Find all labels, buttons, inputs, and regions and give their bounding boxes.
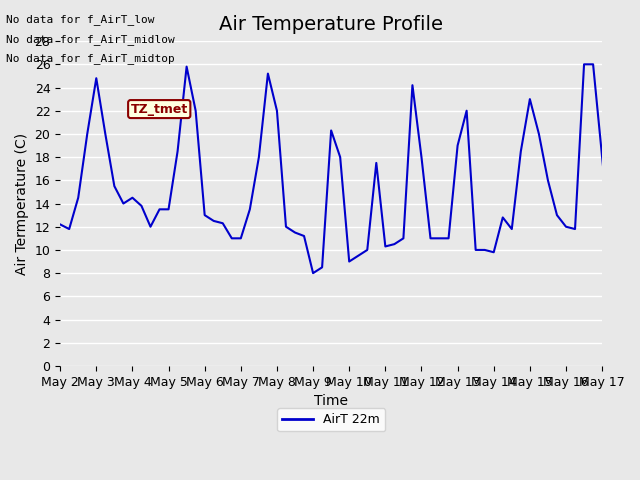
Text: No data for f_AirT_midlow: No data for f_AirT_midlow — [6, 34, 175, 45]
Title: Air Temperature Profile: Air Temperature Profile — [219, 15, 443, 34]
Text: No data for f_AirT_low: No data for f_AirT_low — [6, 14, 155, 25]
Text: TZ_tmet: TZ_tmet — [131, 103, 188, 116]
Legend: AirT 22m: AirT 22m — [277, 408, 385, 431]
X-axis label: Time: Time — [314, 394, 348, 408]
Y-axis label: Air Termperature (C): Air Termperature (C) — [15, 132, 29, 275]
Text: No data for f_AirT_midtop: No data for f_AirT_midtop — [6, 53, 175, 64]
